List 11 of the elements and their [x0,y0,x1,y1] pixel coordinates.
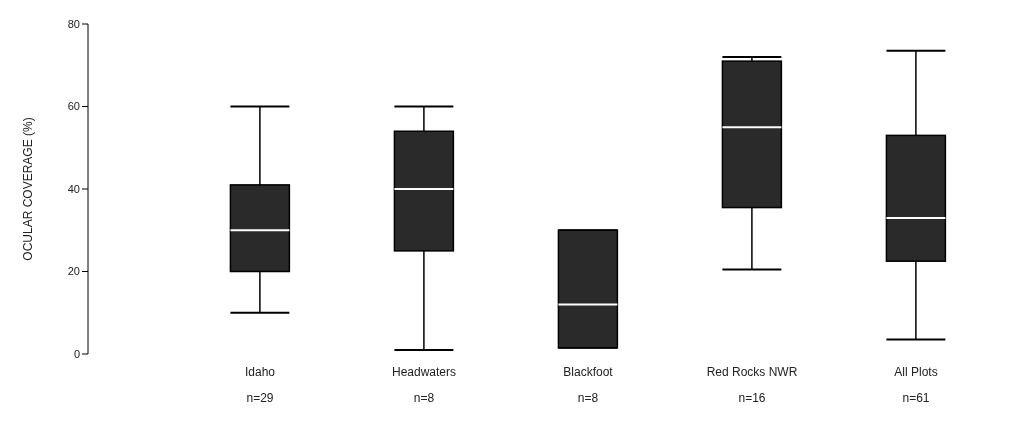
x-tick-label: All Plots n=61 [894,365,938,405]
x-tick-label: Red Rocks NWR n=16 [706,365,798,405]
y-tick-label: 80 [67,17,80,30]
x-tick-label: Headwaters n=8 [391,365,457,405]
y-tick-label: 60 [67,100,80,113]
y-tick-label: 20 [67,265,80,278]
y-tick-label: 40 [67,182,80,195]
y-tick-label: 0 [73,347,80,360]
y-axis-title: OCULAR COVERAGE (%) [21,117,36,261]
x-tick-label: Idaho n=29 [244,365,276,405]
x-tick-label: Blackfoot n=8 [563,365,614,405]
